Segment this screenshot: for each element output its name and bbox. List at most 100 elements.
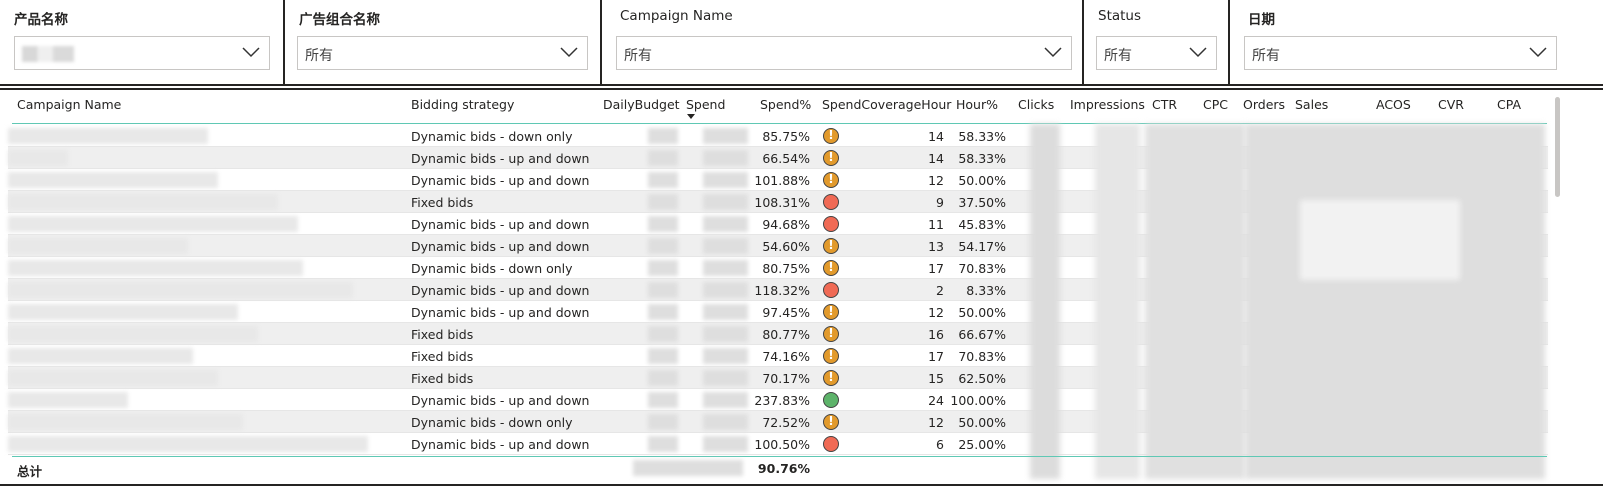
- redacted-campaign-name: [8, 150, 68, 166]
- redacted-campaign-name: [8, 348, 193, 364]
- redacted-campaign-name: [8, 436, 368, 452]
- redacted-campaign-name: [8, 326, 258, 342]
- bidding-strategy: Dynamic bids - up and down: [411, 305, 590, 320]
- column-header-spend-[interactable]: Spend%: [760, 97, 812, 112]
- slicer-product-name: 产品名称: [0, 0, 285, 86]
- table-row[interactable]: Fixed bids 74.16% 17 70.83%: [8, 345, 1548, 367]
- redacted-campaign-name: [8, 282, 353, 298]
- column-header-ctr[interactable]: CTR: [1152, 97, 1178, 112]
- bidding-strategy: Dynamic bids - up and down: [411, 173, 590, 188]
- column-header-sales[interactable]: Sales: [1295, 97, 1329, 112]
- redacted-spend: [703, 304, 748, 320]
- hour-pct: 8.33%: [966, 283, 1006, 298]
- sort-descending-icon[interactable]: [687, 114, 695, 119]
- row-separator: [8, 300, 1548, 301]
- column-header-dailybudget[interactable]: DailyBudget: [603, 97, 680, 112]
- spend-coverage-hour: 16: [928, 327, 944, 342]
- redacted-campaign-name: [8, 194, 278, 210]
- row-separator: [8, 234, 1548, 235]
- dropdown-value: 所有: [305, 48, 333, 64]
- redacted-campaign-name: [8, 216, 298, 232]
- slicer-status: Status 所有: [1084, 0, 1230, 86]
- redacted-campaign-name: [8, 304, 238, 320]
- redacted-daily-budget: [648, 414, 678, 430]
- redacted-spend: [703, 414, 748, 430]
- column-header-cvr[interactable]: CVR: [1438, 97, 1464, 112]
- redacted-area: [1300, 200, 1460, 280]
- redacted-daily-budget: [648, 238, 678, 254]
- row-separator: [8, 278, 1548, 279]
- spend-pct: 85.75%: [762, 129, 810, 144]
- spend-coverage-hour: 24: [928, 393, 944, 408]
- row-separator: [8, 410, 1548, 411]
- table-row[interactable]: Dynamic bids - up and down 101.88% 12 50.00…: [8, 169, 1548, 191]
- redacted-spend: [703, 436, 748, 452]
- warning-icon: [823, 370, 839, 386]
- redacted-spend: [703, 260, 748, 276]
- redacted-daily-budget: [648, 260, 678, 276]
- column-header-cpc[interactable]: CPC: [1203, 97, 1228, 112]
- hour-pct: 62.50%: [958, 371, 1006, 386]
- spend-coverage-hour: 9: [936, 195, 944, 210]
- column-header-impressions[interactable]: Impressions: [1070, 97, 1145, 112]
- warning-icon: [823, 238, 839, 254]
- portfolio-name-dropdown[interactable]: 所有: [297, 36, 588, 70]
- table-row[interactable]: Dynamic bids - up and down 100.50% 6 25.00%: [8, 433, 1548, 455]
- status-dropdown[interactable]: 所有: [1096, 36, 1217, 70]
- row-separator: [8, 190, 1548, 191]
- row-separator: [8, 432, 1548, 433]
- column-header-spendcoveragehour[interactable]: SpendCoverageHour: [822, 97, 952, 112]
- header-divider: [12, 123, 1547, 124]
- redacted-daily-budget: [648, 392, 678, 408]
- table-row[interactable]: Dynamic bids - up and down 237.83% 24 100.0…: [8, 389, 1548, 411]
- column-header-hour-[interactable]: Hour%: [956, 97, 998, 112]
- redacted-spend: [703, 370, 748, 386]
- table-row[interactable]: Dynamic bids - down only 85.75% 14 58.33%: [8, 125, 1548, 147]
- hour-pct: 54.17%: [958, 239, 1006, 254]
- redacted-spend: [703, 172, 748, 188]
- spend-coverage-hour: 14: [928, 151, 944, 166]
- date-dropdown[interactable]: 所有: [1244, 36, 1557, 70]
- spend-pct: 80.75%: [762, 261, 810, 276]
- spend-coverage-hour: 17: [928, 261, 944, 276]
- bidding-strategy: Fixed bids: [411, 195, 474, 210]
- table-row[interactable]: Dynamic bids - down only 80.75% 17 70.83%: [8, 257, 1548, 279]
- column-header-clicks[interactable]: Clicks: [1018, 97, 1055, 112]
- column-header-orders[interactable]: Orders: [1243, 97, 1286, 112]
- redacted-campaign-name: [8, 238, 188, 254]
- spend-pct: 80.77%: [762, 327, 810, 342]
- campaign-name-dropdown[interactable]: 所有: [616, 36, 1072, 70]
- spend-pct: 74.16%: [762, 349, 810, 364]
- chevron-down-icon: [1189, 47, 1207, 58]
- row-separator: [8, 256, 1548, 257]
- column-header-campaign-name[interactable]: Campaign Name: [17, 97, 122, 112]
- product-name-dropdown[interactable]: [14, 36, 270, 70]
- hour-pct: 66.67%: [958, 327, 1006, 342]
- chevron-down-icon: [560, 47, 578, 58]
- redacted-daily-budget: [648, 326, 678, 342]
- spend-pct: 72.52%: [762, 415, 810, 430]
- redacted-spend: [703, 150, 748, 166]
- row-separator: [8, 168, 1548, 169]
- spend-coverage-hour: 17: [928, 349, 944, 364]
- slicer-title: Campaign Name: [620, 8, 733, 24]
- spend-pct: 118.32%: [754, 283, 810, 298]
- redacted-daily-budget: [648, 282, 678, 298]
- spend-pct: 237.83%: [754, 393, 810, 408]
- total-label: 总计: [17, 464, 43, 479]
- column-header-cpa[interactable]: CPA: [1497, 97, 1522, 112]
- spend-pct: 54.60%: [762, 239, 810, 254]
- redacted-spend: [703, 282, 748, 298]
- column-header-bidding-strategy[interactable]: Bidding strategy: [411, 97, 515, 112]
- table-row[interactable]: Dynamic bids - up and down 97.45% 12 50.00%: [8, 301, 1548, 323]
- column-header-spend[interactable]: Spend: [686, 97, 726, 112]
- redacted-daily-budget: [648, 128, 678, 144]
- bidding-strategy: Fixed bids: [411, 327, 474, 342]
- redacted-area: [1145, 124, 1245, 479]
- spend-coverage-hour: 12: [928, 415, 944, 430]
- scrollbar-thumb[interactable]: [1555, 97, 1560, 197]
- column-header-acos[interactable]: ACOS: [1376, 97, 1411, 112]
- total-divider: [12, 456, 1547, 457]
- redacted-campaign-name: [8, 172, 218, 188]
- table-row[interactable]: Dynamic bids - up and down 94.68% 11 45.83%: [8, 213, 1548, 235]
